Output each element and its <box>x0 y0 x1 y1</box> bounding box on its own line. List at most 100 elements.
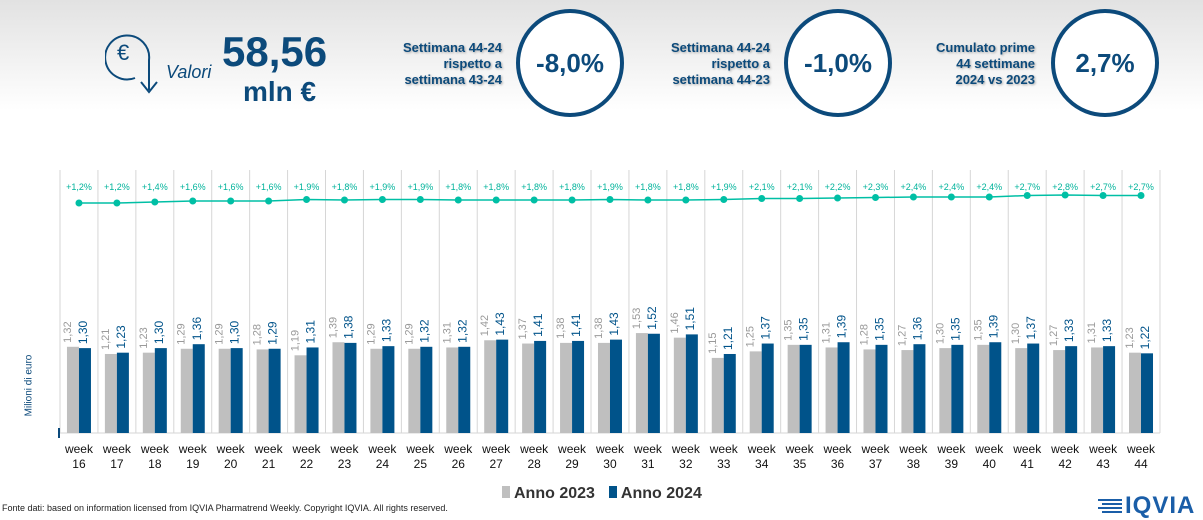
kpi-label-line: settimana 43-24 <box>404 72 502 87</box>
bar-2023 <box>1053 350 1066 433</box>
x-tick-label-number: 36 <box>831 457 845 471</box>
line-point <box>303 196 311 203</box>
bar-value-label: 1,33 <box>379 318 393 342</box>
line-value-label: +2,4% <box>901 182 927 192</box>
x-tick-label-number: 22 <box>300 457 314 471</box>
x-tick-label-week: week <box>1126 442 1156 456</box>
kpi-label-line: rispetto a <box>443 56 502 71</box>
line-value-label: +2,4% <box>938 182 964 192</box>
svg-text:€: € <box>117 40 129 65</box>
kpi-label-line: rispetto a <box>711 56 770 71</box>
x-tick-label-week: week <box>481 442 511 456</box>
x-tick-label-week: week <box>898 442 928 456</box>
line-point <box>378 196 386 203</box>
line-value-label: +2,4% <box>976 182 1002 192</box>
bar-value-label: 1,30 <box>228 320 242 344</box>
line-point <box>985 193 993 201</box>
x-tick-label-number: 39 <box>945 457 959 471</box>
line-point <box>416 196 424 203</box>
line-point <box>151 198 159 206</box>
bar-value-label: 1,30 <box>76 320 90 344</box>
bar-value-label: 1,29 <box>365 323 377 344</box>
line-point <box>113 199 121 207</box>
total-unit: mln € <box>243 76 317 107</box>
bar-value-label: 1,53 <box>631 308 643 329</box>
kpi-cumulative-value: 2,7% <box>1051 9 1159 117</box>
bar-value-label: 1,52 <box>645 306 659 330</box>
bar-2023 <box>1015 348 1028 433</box>
bar-2023 <box>484 340 497 433</box>
bar-2023 <box>408 348 421 433</box>
bar-2024 <box>154 348 167 433</box>
bar-value-label: 1,21 <box>100 329 112 350</box>
bar-2023 <box>863 349 876 433</box>
x-tick-label-number: 34 <box>755 457 769 471</box>
x-tick-label-number: 42 <box>1058 457 1072 471</box>
x-tick-label-number: 27 <box>490 457 504 471</box>
bar-2024 <box>382 346 395 433</box>
line-value-label: +1,4% <box>142 182 168 192</box>
x-tick-label-week: week <box>254 442 284 456</box>
bar-value-label: 1,30 <box>152 320 166 344</box>
bar-value-label: 1,46 <box>669 312 681 333</box>
bar-value-label: 1,28 <box>252 324 264 345</box>
x-tick-label-week: week <box>292 442 322 456</box>
line-point <box>1061 191 1069 199</box>
x-tick-label-week: week <box>671 442 701 456</box>
bar-value-label: 1,23 <box>114 325 128 349</box>
line-value-label: +2,1% <box>787 182 813 192</box>
x-tick-label-number: 16 <box>72 457 86 471</box>
x-tick-label-number: 44 <box>1134 457 1148 471</box>
line-point <box>189 197 197 205</box>
kpi-cumulative-label: Cumulato prime 44 settimane 2024 vs 2023 <box>885 40 1035 88</box>
line-point <box>606 196 614 203</box>
x-tick-label-week: week <box>785 442 815 456</box>
bar-value-label: 1,35 <box>872 317 886 341</box>
x-tick-label-week: week <box>823 442 853 456</box>
bar-2024 <box>1027 343 1040 433</box>
bar-value-label: 1,29 <box>176 323 188 344</box>
x-tick-label-number: 35 <box>793 457 807 471</box>
bar-2024 <box>761 343 774 433</box>
legend-label: Anno 2024 <box>620 485 702 502</box>
legend-item-2023: Anno 2023 <box>502 485 595 503</box>
legend-item-2024: Anno 2024 <box>608 485 702 503</box>
bar-2023 <box>332 342 345 433</box>
line-point <box>530 196 538 204</box>
total-value: 58,56 <box>222 28 328 75</box>
bar-2023 <box>1129 352 1142 433</box>
bar-value-label: 1,39 <box>986 315 1000 339</box>
bar-value-label: 1,37 <box>517 318 529 339</box>
bar-2023 <box>256 349 269 433</box>
x-tick-label-week: week <box>140 442 170 456</box>
bar-2024 <box>116 352 129 433</box>
bar-2024 <box>1103 346 1116 433</box>
bar-2023 <box>825 347 838 433</box>
bar-value-label: 1,25 <box>745 326 757 347</box>
line-point <box>909 193 917 201</box>
line-point <box>454 196 462 204</box>
bar-2023 <box>294 355 307 433</box>
bar-2023 <box>673 337 686 433</box>
bar-value-label: 1,31 <box>821 322 833 343</box>
kpi-label-line: Settimana 44-24 <box>403 40 502 55</box>
bar-value-label: 1,38 <box>593 317 605 338</box>
bar-value-label: 1,31 <box>441 322 453 343</box>
bar-value-label: 1,29 <box>403 323 415 344</box>
bar-2024 <box>306 347 319 433</box>
bar-2023 <box>711 357 724 433</box>
bar-value-label: 1,30 <box>1010 323 1022 344</box>
bar-2024 <box>951 344 964 433</box>
bar-2024 <box>572 340 585 433</box>
line-point <box>720 196 728 203</box>
line-value-label: +1,8% <box>635 182 661 192</box>
x-tick-label-week: week <box>102 442 132 456</box>
x-tick-label-number: 43 <box>1096 457 1110 471</box>
x-tick-label-number: 37 <box>869 457 883 471</box>
kpi-label-line: 2024 vs 2023 <box>955 72 1035 87</box>
bar-value-label: 1,37 <box>759 316 773 340</box>
x-tick-label-number: 41 <box>1021 457 1035 471</box>
line-value-label: +1,8% <box>559 182 585 192</box>
x-tick-label-week: week <box>329 442 359 456</box>
bar-2023 <box>597 342 610 433</box>
